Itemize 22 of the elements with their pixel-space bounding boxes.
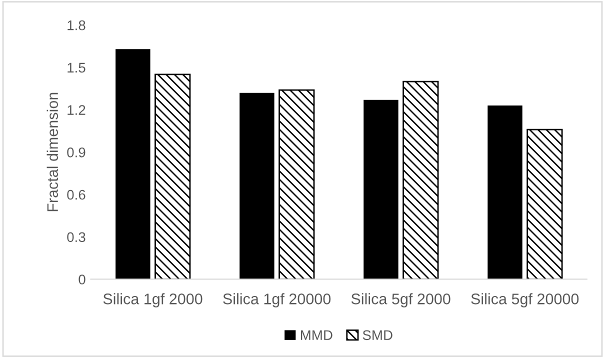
- y-tick-label: 0.6: [67, 190, 86, 200]
- bar: [154, 74, 191, 280]
- y-tick-label: 0: [78, 274, 86, 284]
- y-tick-label: 0.3: [67, 232, 86, 242]
- legend-label: MMD: [300, 330, 332, 340]
- bar: [278, 89, 315, 280]
- bar: [116, 49, 150, 280]
- y-axis-title: Fractal dimension: [46, 92, 58, 212]
- x-tick-label: Silica 5gf 20000: [471, 293, 579, 308]
- x-tick-label: Silica 1gf 2000: [103, 293, 202, 308]
- legend-label: SMD: [362, 330, 392, 340]
- y-tick-label: 1.8: [68, 20, 86, 30]
- x-tick-label: Silica 5gf 2000: [351, 293, 450, 308]
- y-tick-label: 0.9: [67, 147, 86, 158]
- x-tick-label: Silica 1gf 20000: [223, 293, 331, 308]
- bar: [526, 128, 563, 280]
- y-tick-label: 1.2: [68, 105, 86, 115]
- bar: [488, 106, 522, 280]
- y-tick-label: 1.5: [68, 62, 86, 73]
- bar: [364, 100, 398, 280]
- bar: [240, 92, 274, 280]
- bar: [402, 80, 439, 280]
